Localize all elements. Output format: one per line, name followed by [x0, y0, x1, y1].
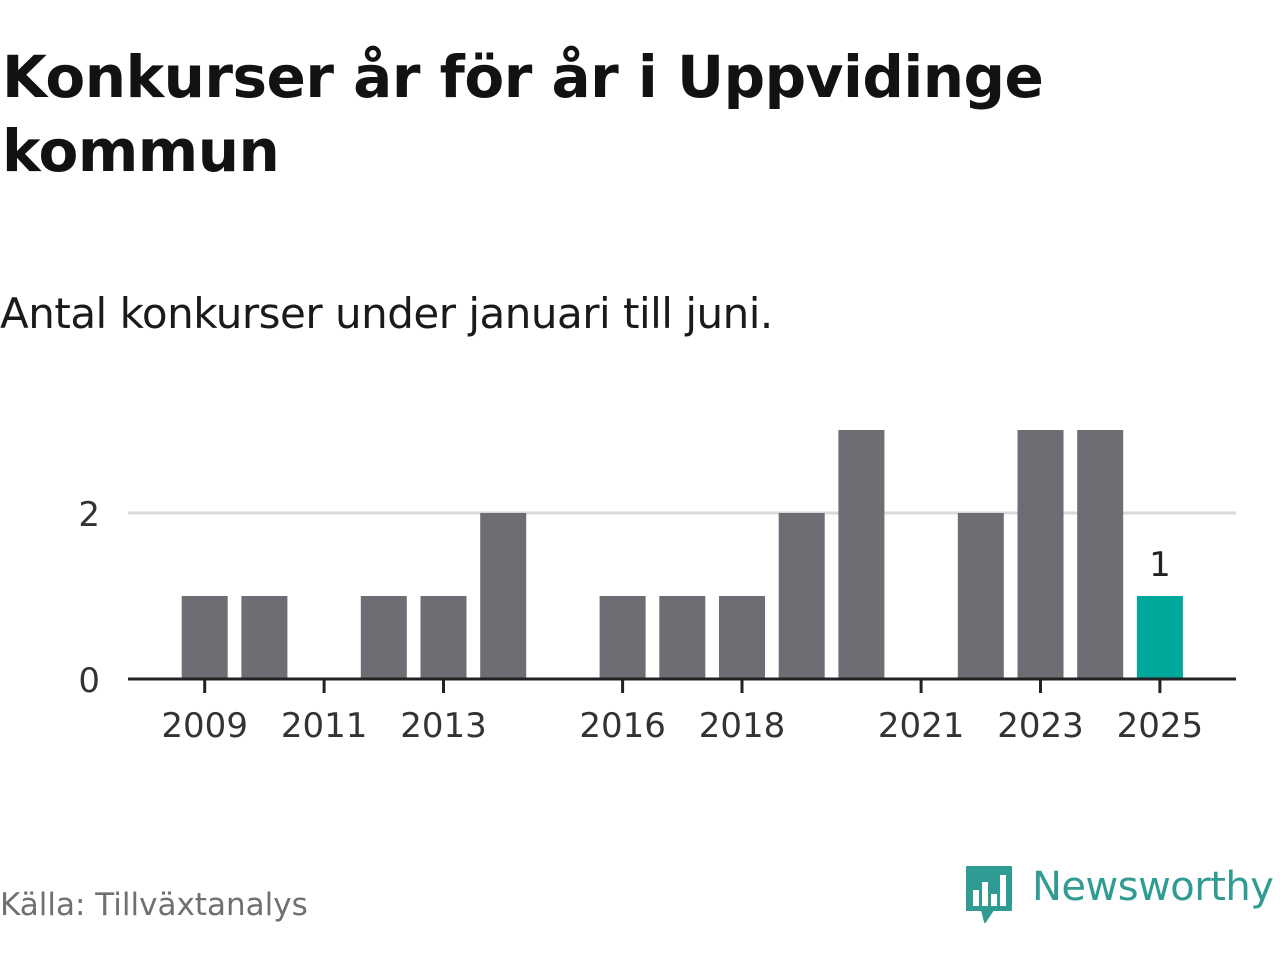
bar-2013: [420, 596, 467, 679]
chart-subtitle: Antal konkurser under januari till juni.: [0, 289, 773, 338]
bar-2010: [241, 596, 288, 679]
newsworthy-bar-chart-bubble-icon: [966, 866, 1012, 923]
bar-2020: [838, 430, 885, 679]
bar-2016: [599, 596, 646, 679]
bars: [181, 430, 1183, 679]
bar-2014: [480, 513, 527, 679]
data-label-2025: 1: [1149, 545, 1171, 585]
x-tick-label-2018: 2018: [699, 706, 786, 746]
bar-2009: [181, 596, 228, 679]
x-tick-label-2016: 2016: [579, 706, 666, 746]
y-tick-label-2: 2: [78, 495, 100, 535]
source-note: Källa: Tillväxtanalys: [0, 887, 308, 923]
x-tick-label-2023: 2023: [997, 706, 1084, 746]
x-tick-label-2011: 2011: [281, 706, 368, 746]
x-tick-label-2013: 2013: [400, 706, 487, 746]
newsworthy-logo: Newsworthy: [964, 864, 1274, 926]
bar-2012: [360, 596, 407, 679]
chart-title: Konkurser år för år i Uppvidinge kommun: [2, 43, 1044, 185]
bar-2022: [957, 513, 1004, 679]
x-tick-label-2025: 2025: [1117, 706, 1204, 746]
bar-2018: [719, 596, 765, 679]
bar-2024: [1077, 430, 1124, 679]
axes: [128, 677, 1236, 693]
x-tick-label-2009: 2009: [161, 706, 248, 746]
tick-labels: 0 2 1 2009 2011 2013 2016 2018 2021 2023 2025: [78, 495, 1203, 746]
bar-2025: [1136, 596, 1183, 679]
bar-2023: [1017, 430, 1064, 679]
newsworthy-wordmark: Newsworthy: [1032, 864, 1274, 910]
y-tick-label-0: 0: [78, 661, 100, 701]
x-tick-label-2021: 2021: [878, 706, 965, 746]
bar-2019: [778, 513, 825, 679]
bar-2017: [659, 596, 706, 679]
